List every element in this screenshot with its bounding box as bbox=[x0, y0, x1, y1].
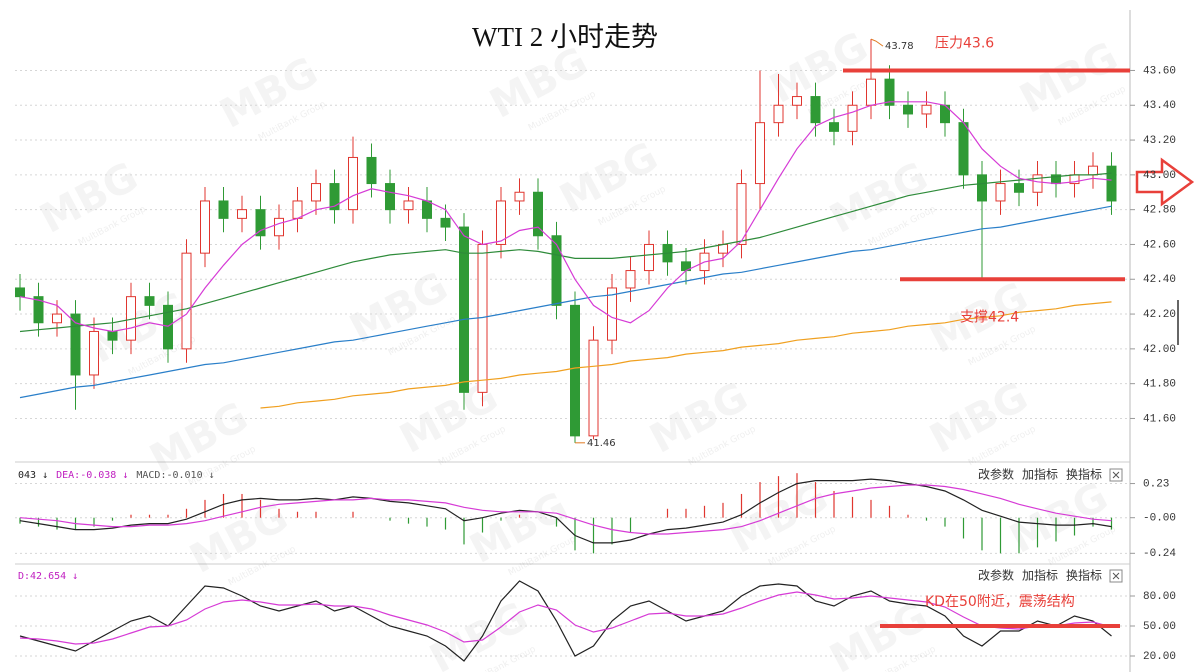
candle-body bbox=[1088, 165, 1098, 176]
candle-body bbox=[958, 122, 969, 176]
y-tick-label: 42.40 bbox=[1143, 274, 1176, 286]
direction-arrow bbox=[1135, 157, 1195, 207]
candle-body bbox=[70, 313, 81, 376]
y-tick-label: -0.00 bbox=[1143, 513, 1176, 525]
candle-body bbox=[570, 304, 580, 437]
indicator-line bbox=[19, 484, 1112, 535]
candle-body bbox=[847, 104, 858, 132]
indicator-button[interactable]: 改参数 bbox=[978, 568, 1014, 583]
candle-body bbox=[15, 287, 25, 298]
candle-body bbox=[89, 330, 99, 376]
candle-body bbox=[329, 183, 340, 211]
y-tick-label: 43.20 bbox=[1143, 135, 1176, 147]
candle-body bbox=[403, 200, 414, 211]
candle-body bbox=[237, 209, 247, 219]
candle-body bbox=[366, 156, 377, 185]
candle-body bbox=[274, 217, 284, 237]
y-tick-label: 42.20 bbox=[1143, 309, 1176, 321]
candle-body bbox=[33, 296, 44, 324]
indicator-header: 043 ↓ bbox=[18, 470, 48, 481]
candle-body bbox=[163, 304, 173, 350]
close-icon bbox=[1112, 572, 1120, 580]
high-label: 43.78 bbox=[885, 41, 914, 52]
candle-body bbox=[995, 183, 1006, 202]
indicator-line bbox=[19, 172, 1112, 333]
y-tick-label: 80.00 bbox=[1143, 591, 1176, 603]
chart-title: WTI 2 小时走势 bbox=[472, 22, 658, 52]
candle-body bbox=[52, 313, 62, 324]
y-tick-label: 43.60 bbox=[1143, 65, 1176, 77]
candle-body bbox=[514, 191, 525, 202]
low-label: 41.46 bbox=[587, 438, 616, 449]
level-label: 支撑42.4 bbox=[960, 309, 1019, 325]
indicator-line bbox=[19, 205, 1112, 399]
y-tick-label: 42.80 bbox=[1143, 205, 1176, 217]
indicator-button[interactable]: 加指标 bbox=[1022, 467, 1058, 482]
indicator-line bbox=[19, 591, 1112, 645]
candle-body bbox=[218, 200, 229, 219]
level-label: KD在50附近，震荡结构 bbox=[925, 594, 1075, 610]
candle-body bbox=[884, 78, 895, 106]
candle-body bbox=[551, 235, 562, 306]
candle-body bbox=[311, 183, 321, 202]
candle-body bbox=[718, 243, 728, 254]
candle-body bbox=[144, 296, 155, 306]
y-tick-label: 43.00 bbox=[1143, 170, 1176, 182]
candle-body bbox=[829, 122, 839, 132]
candle-body bbox=[200, 200, 210, 254]
indicator-button[interactable]: 换指标 bbox=[1066, 467, 1102, 482]
candle-body bbox=[773, 104, 784, 124]
candle-body bbox=[644, 243, 654, 272]
level-label: 压力43.6 bbox=[935, 35, 994, 51]
indicator-line bbox=[19, 478, 1112, 544]
y-tick-label: 41.80 bbox=[1143, 379, 1176, 391]
candle-body bbox=[755, 122, 765, 185]
candle-body bbox=[422, 200, 432, 219]
y-tick-label: 42.00 bbox=[1143, 344, 1176, 356]
indicator-button[interactable]: 改参数 bbox=[978, 467, 1014, 482]
candle-body bbox=[792, 96, 802, 106]
y-tick-label: 20.00 bbox=[1143, 651, 1176, 663]
indicator-button[interactable]: 换指标 bbox=[1066, 568, 1102, 583]
candle-body bbox=[255, 209, 266, 237]
candle-body bbox=[292, 200, 303, 219]
candle-body bbox=[977, 174, 987, 202]
y-tick-label: -0.24 bbox=[1143, 548, 1176, 560]
y-tick-label: 41.60 bbox=[1143, 413, 1176, 425]
candle-body bbox=[810, 96, 821, 124]
y-tick-label: 50.00 bbox=[1143, 621, 1176, 633]
candle-body bbox=[440, 217, 451, 228]
high-marker bbox=[870, 38, 884, 47]
candle-body bbox=[625, 270, 636, 289]
candle-body bbox=[921, 104, 932, 115]
candle-body bbox=[385, 183, 395, 211]
candle-body bbox=[496, 200, 506, 245]
indicator-header: D:42.654 ↓ bbox=[18, 571, 78, 582]
candle-body bbox=[1014, 183, 1024, 193]
candle-body bbox=[533, 191, 543, 237]
y-tick-label: 42.60 bbox=[1143, 239, 1176, 251]
candle-body bbox=[459, 226, 469, 393]
indicator-line bbox=[19, 101, 1112, 333]
indicator-header: DEA:-0.038 ↓ bbox=[56, 470, 128, 481]
candle-body bbox=[903, 104, 913, 115]
indicator-line bbox=[260, 301, 1112, 409]
candle-body bbox=[348, 156, 358, 211]
y-tick-label: 0.23 bbox=[1143, 478, 1169, 490]
candle-body bbox=[107, 330, 118, 341]
candle-body bbox=[477, 243, 488, 393]
close-icon bbox=[1112, 471, 1120, 479]
indicator-line bbox=[19, 580, 1112, 662]
candle-body bbox=[1032, 174, 1043, 193]
candle-body bbox=[588, 339, 599, 437]
candle-body bbox=[736, 183, 747, 245]
candle-body bbox=[866, 78, 876, 106]
indicator-header: MACD:-0.010 ↓ bbox=[136, 470, 214, 481]
candle-body bbox=[181, 252, 192, 350]
indicator-button[interactable]: 加指标 bbox=[1022, 568, 1058, 583]
candle-body bbox=[1106, 165, 1117, 202]
y-tick-label: 43.40 bbox=[1143, 100, 1176, 112]
